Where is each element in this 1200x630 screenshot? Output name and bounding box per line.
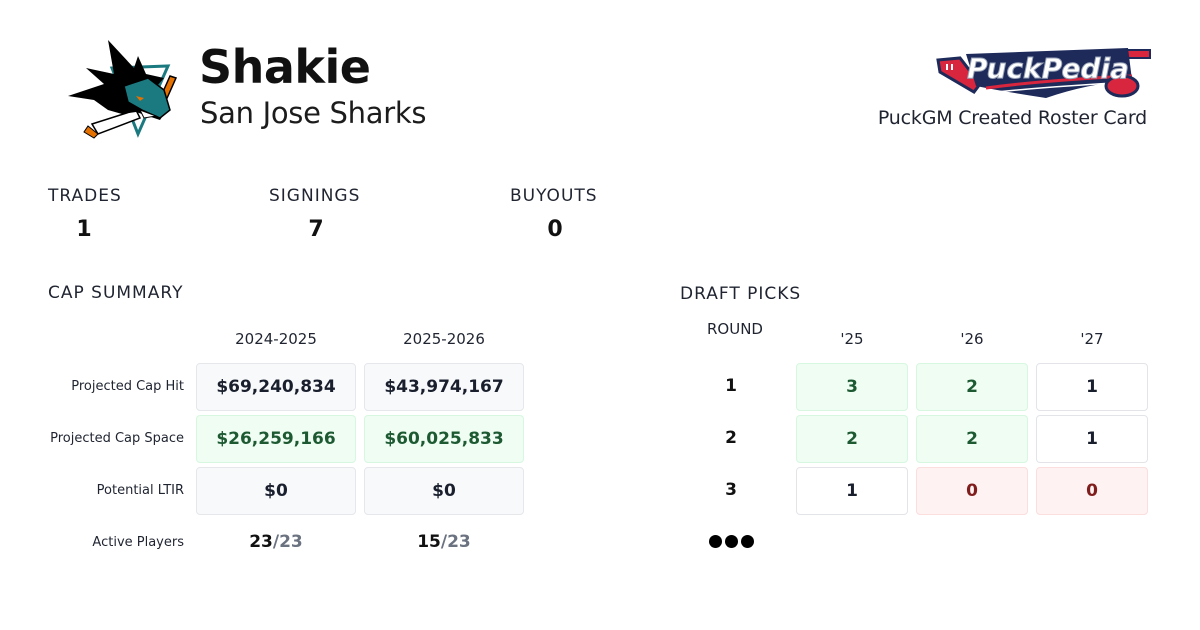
draft-column-header: '25 [840,330,864,348]
stat-value: 0 [547,217,563,242]
team-logo-icon [64,38,186,140]
stat-buyouts: BUYOUTS 0 [510,186,600,242]
cap-row-label: Potential LTIR [96,483,184,498]
stat-value: 7 [308,217,324,242]
cap-cell: $0 [364,467,524,515]
pick-cell: 1 [1036,415,1148,463]
pick-cell: 0 [916,467,1028,515]
cap-row-label: Projected Cap Space [50,431,184,446]
active-count: 15 [417,532,441,552]
round-number: 1 [725,376,737,396]
pick-cell: 2 [916,415,1028,463]
pick-cell: 1 [796,467,908,515]
cap-row-label: Projected Cap Hit [71,379,184,394]
stat-value: 1 [76,217,92,242]
round-number: 3 [725,480,737,500]
active-players-value: 15/23 [364,532,524,552]
active-players-label: Active Players [92,535,184,550]
draft-picks-title: DRAFT PICKS [680,284,802,304]
player-name: Shakie [199,40,371,94]
ellipsis-icon [709,535,754,548]
svg-text:PuckPedia: PuckPedia [967,52,1129,85]
pick-cell: 1 [1036,363,1148,411]
pick-cell: 2 [916,363,1028,411]
draft-column-header: '27 [1080,330,1104,348]
stat-signings: SIGNINGS 7 [269,186,363,242]
cap-cell: $26,259,166 [196,415,356,463]
draft-column-header: '26 [960,330,984,348]
pick-cell: 0 [1036,467,1148,515]
active-total: /23 [440,532,471,552]
puckpedia-logo-icon: PuckPedia [936,40,1152,104]
dot [709,535,722,548]
stat-trades: TRADES 1 [48,186,122,242]
cap-column-header: 2025-2026 [403,330,485,348]
team-name: San Jose Sharks [200,96,427,130]
stat-label: SIGNINGS [269,186,361,206]
round-header: ROUND [707,320,763,338]
stat-label: TRADES [48,186,122,206]
active-players-value: 23/23 [196,532,356,552]
stat-label: BUYOUTS [510,186,598,206]
pick-cell: 3 [796,363,908,411]
dot [725,535,738,548]
cap-summary-title: CAP SUMMARY [48,283,184,303]
cap-column-header: 2024-2025 [235,330,317,348]
brand-caption: PuckGM Created Roster Card [877,107,1147,129]
pick-cell: 2 [796,415,908,463]
round-number: 2 [725,428,737,448]
cap-cell: $60,025,833 [364,415,524,463]
cap-cell: $69,240,834 [196,363,356,411]
dot [741,535,754,548]
active-total: /23 [272,532,303,552]
active-count: 23 [249,532,273,552]
cap-cell: $0 [196,467,356,515]
cap-cell: $43,974,167 [364,363,524,411]
